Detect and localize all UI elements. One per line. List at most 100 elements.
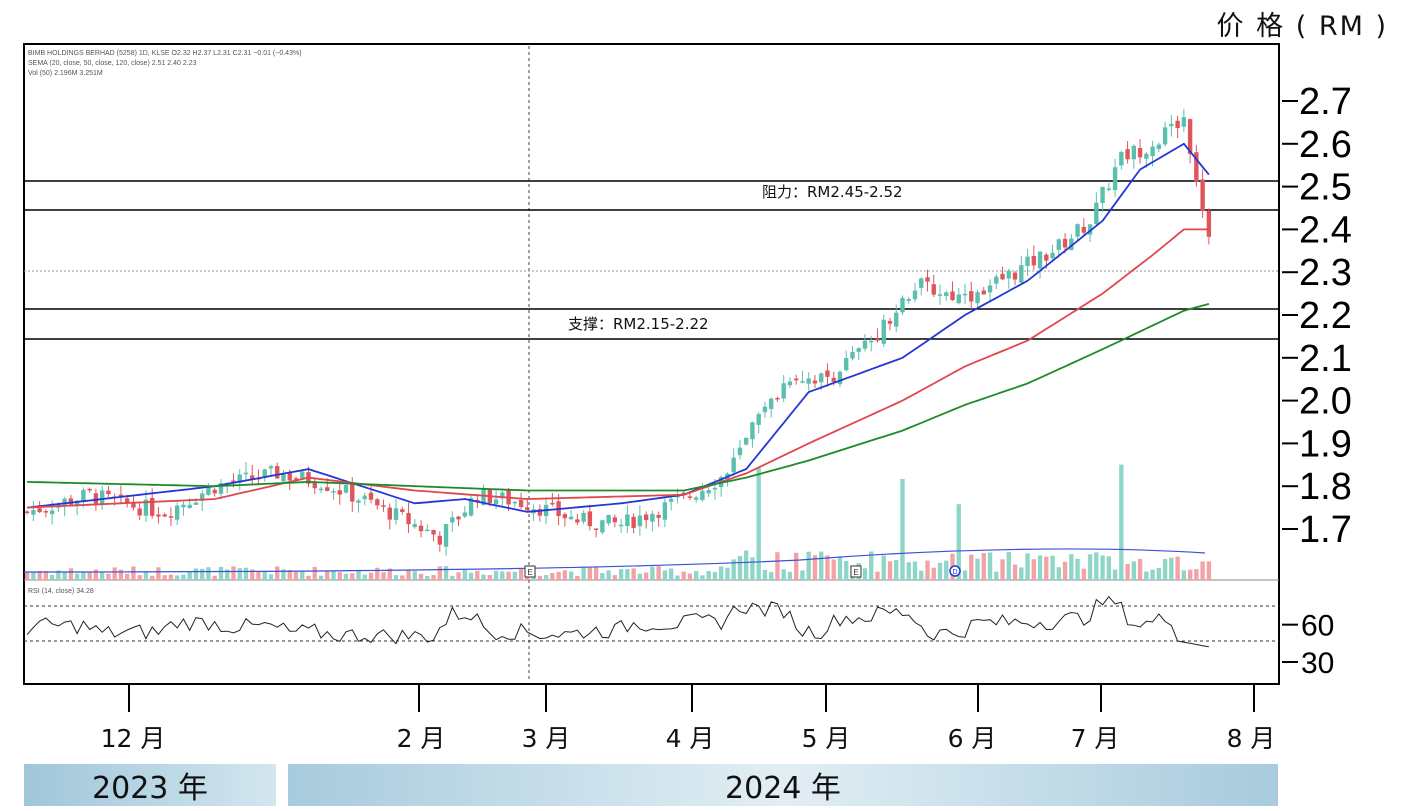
candle-body bbox=[1150, 146, 1155, 157]
volume-bar bbox=[162, 575, 167, 580]
volume-bar bbox=[1206, 561, 1212, 580]
candle-body bbox=[1112, 167, 1118, 191]
candle-body bbox=[437, 535, 442, 545]
volume-bar bbox=[737, 556, 743, 580]
volume-bar bbox=[806, 551, 811, 580]
candle-body bbox=[900, 297, 905, 313]
volume-bar bbox=[362, 574, 367, 580]
candle-body bbox=[512, 501, 518, 504]
volume-bar bbox=[124, 573, 130, 580]
candle-body bbox=[706, 490, 711, 494]
volume-bar bbox=[200, 568, 205, 580]
candle-body bbox=[1012, 272, 1018, 280]
volume-bar bbox=[250, 569, 255, 580]
volume-bar bbox=[600, 573, 605, 580]
volume-bar bbox=[931, 567, 936, 580]
volume-bar bbox=[937, 562, 943, 580]
candle-body bbox=[712, 487, 718, 490]
candle-body bbox=[750, 422, 755, 440]
volume-bar bbox=[862, 568, 868, 580]
candle-body bbox=[831, 377, 836, 382]
volume-bar bbox=[762, 569, 768, 580]
volume-bar bbox=[331, 571, 336, 580]
month-label-feb: 2 月 bbox=[396, 724, 446, 753]
volume-bar bbox=[625, 568, 630, 580]
volume-bar bbox=[443, 566, 449, 580]
candle-body bbox=[600, 520, 605, 533]
candle-body bbox=[1087, 224, 1093, 235]
volume-bar bbox=[393, 575, 399, 580]
volume-bar bbox=[1112, 569, 1118, 580]
candle-body bbox=[675, 495, 680, 498]
candle-body bbox=[1125, 149, 1130, 160]
candle-body bbox=[956, 294, 961, 304]
candle-body bbox=[350, 483, 355, 502]
event-marker-2[interactable] bbox=[850, 565, 862, 578]
volume-bar bbox=[1012, 564, 1018, 580]
volume-bar bbox=[1056, 567, 1061, 580]
volume-ma-line bbox=[23, 548, 1206, 573]
dividend-marker[interactable] bbox=[949, 565, 961, 577]
candle-body bbox=[187, 504, 192, 508]
rsi-legend: RSI (14, close) 34.28 bbox=[28, 588, 94, 595]
volume-bar bbox=[819, 551, 824, 580]
volume-bar bbox=[637, 573, 643, 580]
event-marker-1[interactable] bbox=[524, 565, 536, 578]
volume-bar bbox=[662, 570, 668, 580]
volume-bar bbox=[74, 573, 80, 580]
candle-body bbox=[618, 524, 624, 527]
year-label-2023: 2023 年 bbox=[92, 771, 208, 806]
volume-bar bbox=[400, 575, 405, 580]
volume-bar bbox=[275, 566, 280, 580]
candle-body bbox=[518, 500, 524, 507]
candle-body bbox=[562, 514, 568, 519]
volume-bar bbox=[87, 571, 92, 580]
candle-body bbox=[587, 511, 593, 527]
candle-body bbox=[1100, 186, 1105, 203]
volume-bar bbox=[962, 570, 968, 580]
month-label-mar: 3 月 bbox=[521, 724, 571, 753]
ma-line-sema-50 bbox=[27, 228, 1209, 509]
volume-bar bbox=[506, 571, 511, 580]
price-axis: 1.71.81.92.02.12.22.32.42.52.62.7 bbox=[1282, 81, 1352, 551]
volume-bar bbox=[318, 575, 324, 580]
candle-body bbox=[1019, 265, 1024, 283]
candle-body bbox=[994, 276, 999, 284]
month-label-dec: 12 月 bbox=[100, 724, 166, 753]
volume-bar bbox=[412, 571, 417, 580]
volume-bar bbox=[906, 562, 911, 580]
volume-bar bbox=[981, 552, 986, 580]
candle-body bbox=[625, 514, 630, 527]
candle-body bbox=[1069, 238, 1074, 251]
volume-bar bbox=[700, 575, 705, 580]
candle-body bbox=[769, 398, 774, 409]
volume-bar bbox=[231, 566, 236, 580]
candle-body bbox=[450, 517, 455, 523]
candle-body bbox=[775, 397, 780, 400]
candle-body bbox=[806, 378, 811, 384]
volume-bar bbox=[681, 571, 686, 580]
candle-body bbox=[456, 516, 461, 520]
candle-body bbox=[575, 519, 580, 523]
candle-body bbox=[1000, 273, 1005, 280]
candle-body bbox=[568, 516, 574, 520]
candle-body bbox=[131, 502, 136, 508]
volume-bar bbox=[149, 575, 155, 580]
candle-body bbox=[250, 475, 255, 480]
candle-body bbox=[668, 498, 674, 502]
candle-body bbox=[1075, 224, 1080, 237]
candle-body bbox=[393, 508, 399, 520]
volume-bar bbox=[1125, 563, 1130, 580]
volume-bar bbox=[1144, 571, 1149, 580]
volume-bar bbox=[356, 569, 361, 580]
month-label-jun: 6 月 bbox=[947, 724, 997, 753]
candle-body bbox=[1144, 153, 1149, 159]
candle-body bbox=[218, 483, 224, 494]
volume-bar bbox=[718, 566, 724, 580]
candle-body bbox=[1119, 151, 1124, 166]
candle-body bbox=[844, 358, 849, 371]
candle-body bbox=[325, 487, 330, 491]
volume-bar bbox=[831, 559, 836, 580]
candle-body bbox=[1131, 145, 1137, 160]
